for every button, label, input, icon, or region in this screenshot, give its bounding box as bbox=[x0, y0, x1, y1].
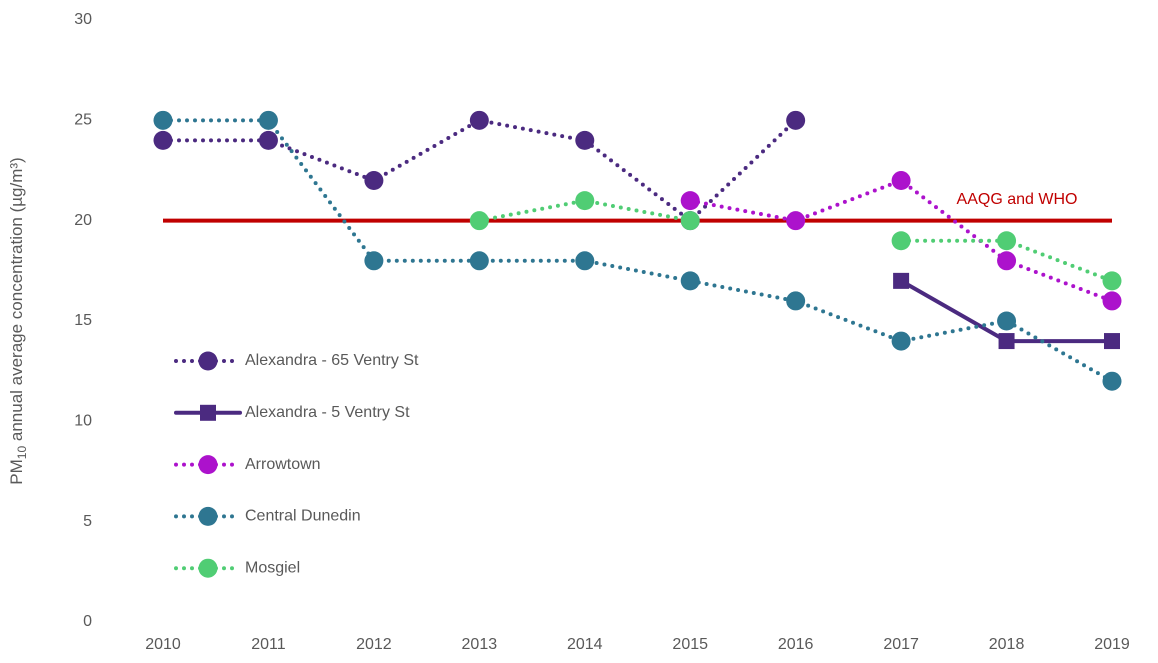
legend-label: Central Dunedin bbox=[245, 508, 361, 525]
y-tick-label: 20 bbox=[74, 212, 92, 229]
y-tick-label: 0 bbox=[83, 613, 92, 630]
x-tick-label: 2018 bbox=[989, 636, 1025, 653]
x-tick-label: 2017 bbox=[883, 636, 919, 653]
y-tick-label: 5 bbox=[83, 513, 92, 530]
data-point bbox=[258, 130, 278, 150]
legend-label: Alexandra - 65 Ventry St bbox=[245, 352, 419, 369]
x-tick-label: 2011 bbox=[251, 636, 286, 653]
data-point bbox=[153, 130, 173, 150]
data-point bbox=[893, 272, 910, 289]
data-point bbox=[891, 331, 911, 351]
data-point bbox=[680, 211, 700, 231]
y-tick-label: 10 bbox=[74, 413, 92, 430]
data-point bbox=[680, 191, 700, 211]
reference-label: AAQG and WHO bbox=[957, 191, 1078, 208]
x-tick-label: 2013 bbox=[462, 636, 498, 653]
x-tick-label: 2019 bbox=[1094, 636, 1130, 653]
legend-marker bbox=[200, 404, 216, 421]
y-tick-label: 25 bbox=[74, 112, 92, 129]
data-point bbox=[997, 251, 1017, 271]
legend-marker bbox=[198, 558, 218, 578]
data-point bbox=[1104, 333, 1120, 350]
data-point bbox=[575, 251, 595, 271]
x-tick-label: 2016 bbox=[778, 636, 814, 653]
data-point bbox=[1102, 291, 1122, 311]
legend-marker bbox=[198, 455, 218, 475]
y-axis-label: PM10 annual average concentration (µg/m³… bbox=[7, 157, 29, 484]
x-tick-label: 2010 bbox=[145, 636, 181, 653]
x-tick-label: 2014 bbox=[567, 636, 603, 653]
y-tick-label: 15 bbox=[74, 312, 92, 329]
data-point bbox=[469, 211, 489, 231]
data-point bbox=[680, 271, 700, 291]
legend-label: Mosgiel bbox=[245, 559, 300, 576]
data-point bbox=[575, 130, 595, 150]
series-line bbox=[161, 118, 798, 224]
legend-label: Arrowtown bbox=[245, 456, 321, 473]
data-point bbox=[469, 110, 489, 130]
data-point bbox=[1102, 371, 1122, 391]
y-label-prefix: PM bbox=[7, 459, 26, 485]
legend-marker bbox=[198, 351, 218, 371]
y-label-subscript: 10 bbox=[15, 446, 29, 460]
data-point bbox=[258, 110, 278, 130]
legend-label: Alexandra - 5 Ventry St bbox=[245, 404, 410, 421]
data-point bbox=[364, 171, 384, 191]
data-point bbox=[786, 110, 806, 130]
data-point bbox=[786, 291, 806, 311]
data-point bbox=[997, 231, 1017, 251]
data-point bbox=[364, 251, 384, 271]
x-tick-label: 2012 bbox=[356, 636, 392, 653]
x-tick-label: 2015 bbox=[672, 636, 708, 653]
data-point bbox=[786, 211, 806, 231]
data-point bbox=[575, 191, 595, 211]
data-point bbox=[997, 311, 1017, 331]
data-point bbox=[469, 251, 489, 271]
data-point bbox=[1102, 271, 1122, 291]
data-point bbox=[891, 231, 911, 251]
series-line bbox=[161, 118, 1114, 384]
legend-marker bbox=[198, 506, 218, 526]
y-tick-label: 30 bbox=[74, 11, 92, 28]
y-label-suffix: annual average concentration (µg/m³) bbox=[7, 157, 26, 446]
data-point bbox=[891, 171, 911, 191]
data-point bbox=[998, 333, 1015, 350]
data-point bbox=[153, 110, 173, 130]
series-line bbox=[688, 178, 1114, 303]
